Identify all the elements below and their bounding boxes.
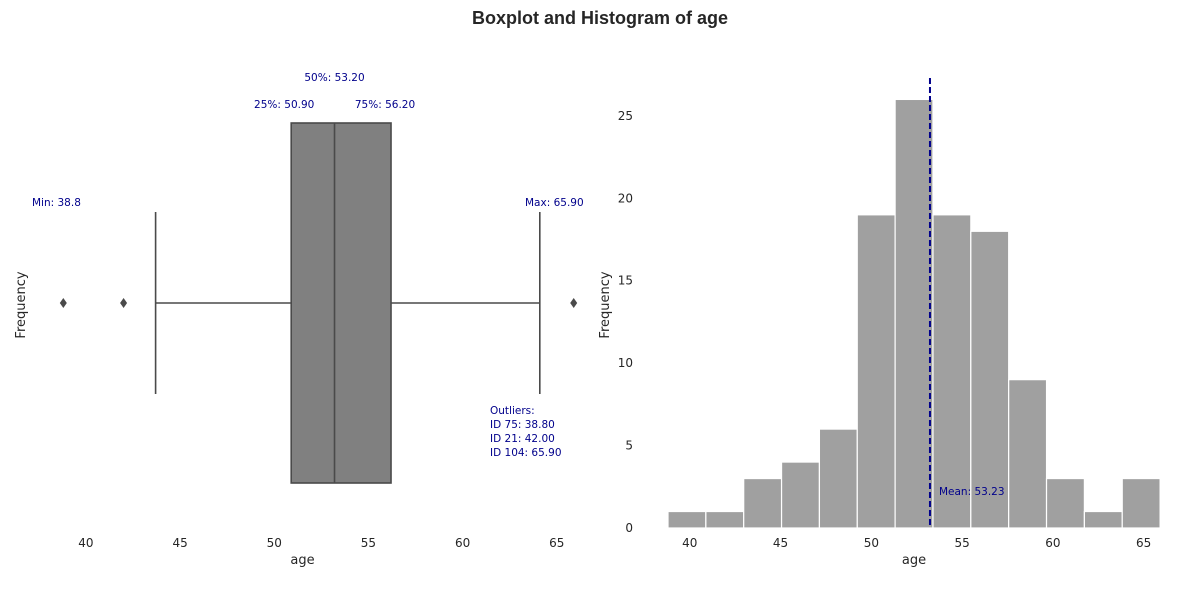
boxplot-panel: 40 45 50 55 60 65 age Frequency 50%: 53.20 25%: 5… bbox=[14, 72, 584, 568]
histogram-bar bbox=[970, 230, 1010, 529]
outlier-point bbox=[570, 298, 578, 308]
max-annotation: Max: 65.90 bbox=[525, 197, 584, 209]
x-tick-label: 40 bbox=[682, 536, 697, 550]
histogram-bar bbox=[932, 214, 972, 529]
outlier-annotation: ID 21: 42.00 bbox=[490, 433, 555, 445]
histogram-bar bbox=[856, 214, 896, 529]
x-tick-label: 50 bbox=[267, 536, 282, 550]
histogram-bar bbox=[894, 98, 934, 529]
median-annotation: 50%: 53.20 bbox=[304, 72, 364, 84]
q3-annotation: 75%: 56.20 bbox=[355, 99, 415, 111]
x-tick-label: 65 bbox=[1136, 536, 1151, 550]
y-tick-label: 25 bbox=[618, 109, 633, 123]
y-tick-label: 15 bbox=[618, 274, 633, 288]
histogram-bar bbox=[743, 477, 783, 529]
histogram-bar bbox=[667, 510, 707, 529]
box-iqr bbox=[290, 122, 392, 484]
q1-annotation: 25%: 50.90 bbox=[254, 99, 314, 111]
mean-annotation: Mean: 53.23 bbox=[939, 486, 1005, 498]
x-tick-label: 60 bbox=[455, 536, 470, 550]
y-tick-label: 0 bbox=[625, 521, 633, 535]
y-axis-label: Frequency bbox=[14, 271, 29, 338]
y-tick-label: 5 bbox=[625, 439, 633, 453]
min-annotation: Min: 38.8 bbox=[32, 197, 81, 209]
y-tick-label: 20 bbox=[618, 191, 633, 205]
x-tick-label: 60 bbox=[1045, 536, 1060, 550]
x-tick-label: 65 bbox=[549, 536, 564, 550]
histogram-panel: Mean: 53.23 40 45 50 55 60 65 0 5 10 15 20 25 age Freq… bbox=[598, 78, 1161, 568]
histogram-bar bbox=[818, 428, 858, 529]
x-tick-label: 45 bbox=[172, 536, 187, 550]
outlier-annotation: ID 75: 38.80 bbox=[490, 419, 555, 431]
x-tick-label: 50 bbox=[864, 536, 879, 550]
y-axis-label: Frequency bbox=[598, 271, 613, 338]
outliers-title: Outliers: bbox=[490, 405, 535, 417]
histogram-bar bbox=[1008, 379, 1048, 529]
figure-title: Boxplot and Histogram of age bbox=[471, 8, 729, 28]
x-axis-label: age bbox=[902, 553, 926, 568]
histogram-bar bbox=[1045, 477, 1085, 529]
histogram-bar bbox=[780, 461, 821, 529]
histogram-bar bbox=[1083, 510, 1123, 529]
histogram-bar bbox=[705, 510, 745, 529]
y-tick-label: 10 bbox=[618, 356, 633, 370]
x-axis-label: age bbox=[290, 553, 314, 568]
x-tick-label: 55 bbox=[954, 536, 969, 550]
x-tick-label: 55 bbox=[361, 536, 376, 550]
histogram-bar bbox=[1121, 477, 1161, 529]
outlier-point bbox=[59, 298, 67, 308]
x-tick-label: 40 bbox=[78, 536, 93, 550]
outlier-annotation: ID 104: 65.90 bbox=[490, 447, 562, 459]
x-tick-label: 45 bbox=[773, 536, 788, 550]
outlier-point bbox=[120, 298, 128, 308]
